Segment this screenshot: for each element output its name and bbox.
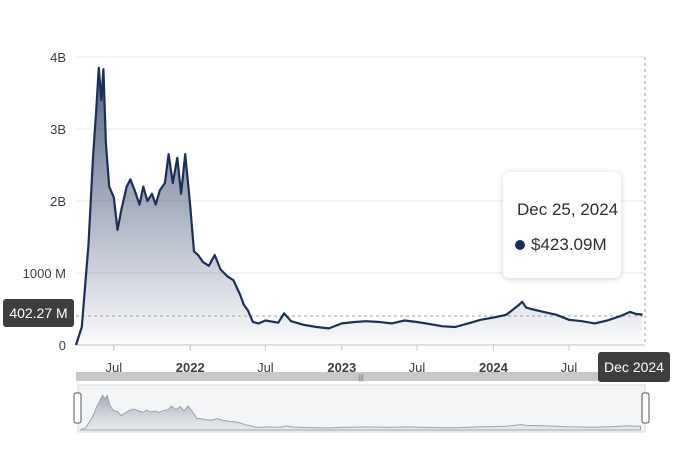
tooltip-value-row: $423.09M — [515, 235, 607, 255]
y-tick-label: 1000 M — [23, 266, 66, 281]
y-axis: 0 1000 M 2B 3B 4B — [23, 50, 66, 353]
x-tick-label: 2023 — [327, 360, 356, 375]
x-tick-label: Jul — [257, 360, 274, 375]
y-tick-label: 0 — [59, 338, 66, 353]
y-value-marker-label: 402.27 M — [3, 299, 74, 327]
y-tick-label: 4B — [50, 50, 66, 65]
x-tick-label: 2022 — [176, 360, 205, 375]
tooltip-value: $423.09M — [531, 235, 607, 254]
scrollbar-grip-icon: ||| — [358, 375, 364, 382]
tooltip: Dec 25, 2024 $423.09M — [503, 172, 621, 278]
x-axis: Jul 2022 Jul 2023 Jul 2024 Jul — [105, 345, 577, 375]
navigator-handle-left[interactable] — [73, 392, 82, 424]
tooltip-date: Dec 25, 2024 — [517, 200, 619, 219]
y-tick-label: 3B — [50, 122, 66, 137]
x-tick-label: Jul — [409, 360, 426, 375]
series-line — [74, 66, 643, 346]
x-date-marker-label: Dec 2024 — [598, 352, 670, 382]
y-tick-label: 2B — [50, 194, 66, 209]
series-dot-icon — [515, 240, 525, 250]
navigator-scrollbar[interactable] — [76, 372, 645, 381]
x-tick-label: Jul — [561, 360, 578, 375]
series-area — [76, 67, 643, 346]
x-tick-label: 2024 — [479, 360, 509, 375]
navigator-handle-right[interactable] — [641, 392, 650, 424]
x-tick-label: Jul — [105, 360, 122, 375]
navigator-area — [79, 394, 641, 431]
